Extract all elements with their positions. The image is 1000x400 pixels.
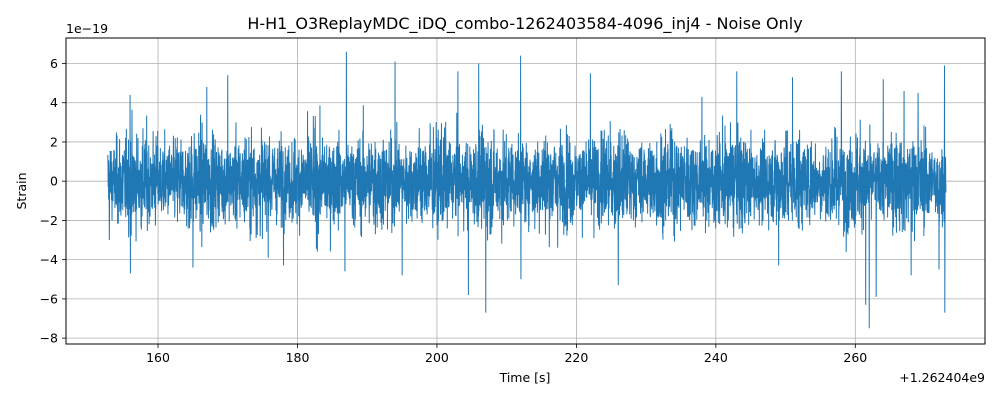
x-axis-ticks: 160 180 200 220 240 260 — [146, 344, 867, 365]
x-tick-label: 220 — [564, 350, 588, 365]
x-tick-label: 180 — [286, 350, 310, 365]
x-tick-label: 260 — [843, 350, 867, 365]
x-tick-label: 240 — [704, 350, 728, 365]
plot-frame — [65, 37, 986, 345]
y-tick-label: −2 — [40, 213, 58, 228]
y-axis-label: Strain — [14, 172, 29, 209]
x-tick-label: 160 — [146, 350, 170, 365]
y-tick-label: 4 — [50, 95, 58, 110]
x-tick-label: 200 — [425, 350, 449, 365]
y-scale-label: 1e−19 — [66, 21, 108, 36]
y-tick-label: −8 — [40, 331, 58, 346]
y-tick-label: −6 — [40, 291, 58, 306]
y-tick-label: −4 — [40, 252, 58, 267]
chart-title: H-H1_O3ReplayMDC_iDQ_combo-1262403584-40… — [247, 14, 802, 34]
strain-series-line — [107, 51, 947, 329]
y-axis-ticks: −8 −6 −4 −2 0 2 4 6 — [40, 56, 66, 346]
x-offset-label: +1.262404e9 — [899, 370, 985, 385]
y-tick-label: 6 — [50, 56, 58, 71]
y-tick-label: 0 — [50, 174, 58, 189]
y-tick-label: 2 — [50, 134, 58, 149]
x-axis-label: Time [s] — [499, 370, 551, 385]
